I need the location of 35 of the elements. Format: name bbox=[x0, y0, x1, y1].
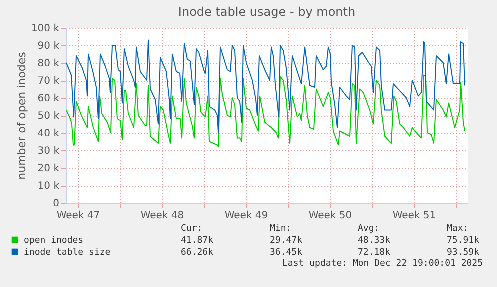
y-tick-label: 50 k bbox=[38, 111, 60, 122]
line-series bbox=[66, 40, 466, 134]
y-tick-label: 30 k bbox=[38, 146, 60, 157]
y-tick-label: 10 k bbox=[38, 181, 60, 192]
text: Min: bbox=[270, 224, 292, 234]
text: Avg: bbox=[358, 224, 380, 234]
text: Max: bbox=[447, 224, 469, 234]
text: 93.59k bbox=[447, 248, 480, 258]
text: 75.91k bbox=[447, 236, 480, 246]
x-tick-label: Week 48 bbox=[140, 210, 184, 222]
y-axis-title: number of open inodes bbox=[15, 52, 28, 180]
text: 48.33k bbox=[358, 236, 392, 246]
y-tick-label: 100 k bbox=[31, 24, 60, 34]
text: 66.26k bbox=[181, 248, 214, 258]
y-tick-label: 60 k bbox=[38, 94, 60, 104]
y-tick-label: 40 k bbox=[38, 128, 60, 140]
legend-label: inode table size bbox=[24, 248, 111, 258]
y-tick-label: 80 k bbox=[38, 58, 60, 70]
x-tick-label: Week 51 bbox=[392, 210, 436, 222]
y-tick-label: 0 bbox=[53, 198, 60, 210]
x-tick-label: Week 47 bbox=[56, 210, 100, 222]
y-tick-label: 20 k bbox=[38, 164, 60, 174]
legend-label: open inodes bbox=[24, 236, 84, 246]
x-tick-label: Week 50 bbox=[308, 210, 352, 222]
y-tick-label: 70 k bbox=[38, 76, 60, 87]
text: 29.47k bbox=[270, 236, 304, 246]
x-tick-label: Week 49 bbox=[224, 210, 268, 222]
text: Last update: Mon Dec 22 19:00:01 2025 bbox=[282, 259, 483, 269]
text: 41.87k bbox=[181, 236, 214, 246]
text: Cur: bbox=[181, 224, 203, 234]
chart-title: Inode table usage - by month bbox=[178, 5, 356, 19]
line-series bbox=[66, 74, 466, 148]
y-tick-label: 90 k bbox=[38, 41, 60, 52]
text: 36.45k bbox=[270, 248, 304, 258]
text: 72.18k bbox=[358, 248, 392, 258]
